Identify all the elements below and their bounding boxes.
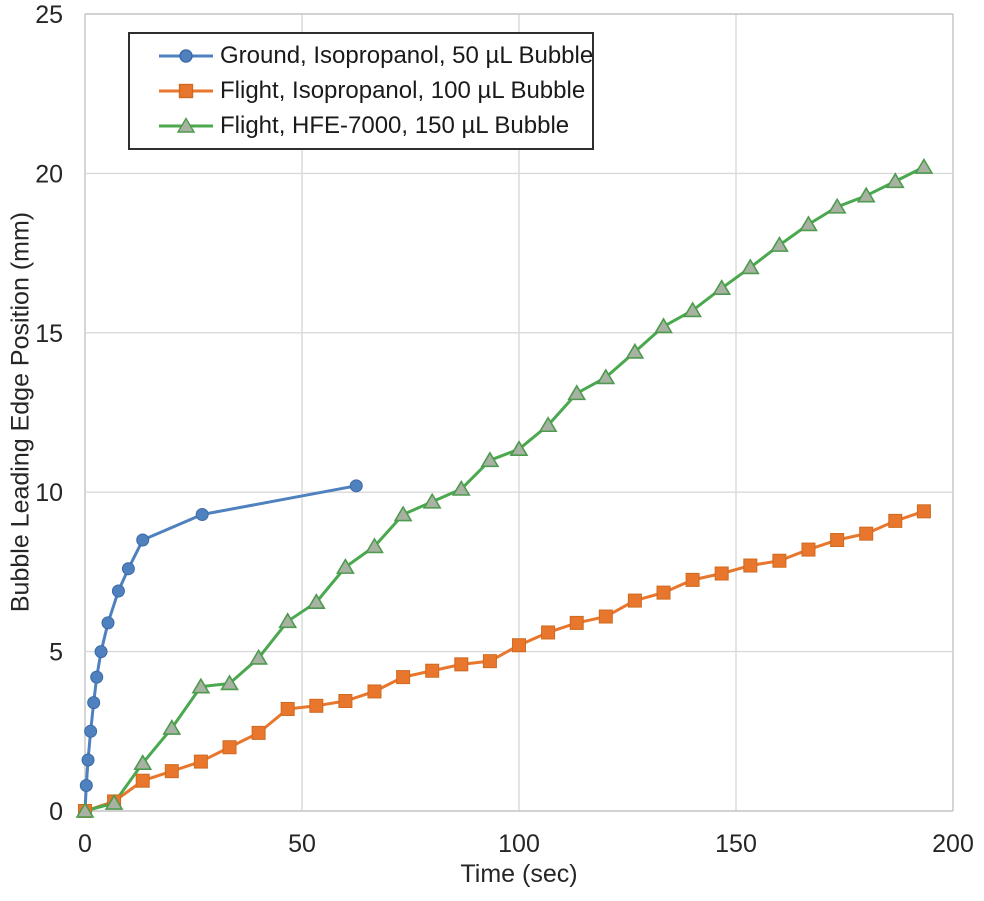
data-point-square bbox=[222, 740, 237, 755]
y-tick-label: 15 bbox=[35, 320, 63, 348]
data-point-triangle bbox=[567, 384, 587, 401]
data-point-triangle bbox=[365, 537, 384, 554]
data-point-triangle bbox=[104, 793, 124, 810]
data-point-circle bbox=[121, 562, 135, 576]
data-point-circle bbox=[84, 724, 98, 738]
data-point-circle bbox=[79, 778, 93, 792]
x-tick-label: 100 bbox=[498, 830, 540, 858]
data-point-triangle bbox=[799, 215, 818, 232]
data-point-circle bbox=[349, 479, 363, 493]
data-point-square bbox=[541, 625, 556, 640]
data-point-square bbox=[685, 572, 700, 587]
data-point-square bbox=[598, 609, 613, 624]
y-tick-label: 25 bbox=[35, 1, 63, 29]
data-point-circle bbox=[195, 508, 209, 522]
data-point-triangle bbox=[740, 258, 760, 275]
legend-label: Flight, HFE-7000, 150 µL Bubble bbox=[220, 111, 570, 139]
data-point-square bbox=[714, 566, 729, 581]
data-point-triangle bbox=[625, 342, 645, 359]
legend-circle-swatch-icon bbox=[159, 49, 213, 64]
data-point-square bbox=[280, 701, 295, 716]
legend-item: Ground, Isopropanol, 50 µL Bubble bbox=[158, 39, 594, 73]
data-point-circle bbox=[94, 645, 108, 659]
data-point-square bbox=[801, 542, 816, 557]
data-point-triangle bbox=[654, 317, 673, 334]
data-point-square bbox=[512, 638, 526, 653]
x-tick-label: 200 bbox=[932, 830, 974, 858]
data-point-triangle bbox=[335, 558, 355, 574]
x-tick-label: 50 bbox=[288, 830, 316, 858]
data-point-triangle bbox=[538, 416, 558, 433]
data-point-triangle bbox=[509, 440, 529, 456]
data-point-triangle bbox=[914, 157, 934, 174]
data-point-circle bbox=[81, 753, 95, 767]
data-point-triangle bbox=[162, 719, 182, 735]
y-axis-title: Bubble Leading Edge Position (mm) bbox=[6, 211, 35, 613]
data-point-square bbox=[338, 694, 353, 709]
data-point-triangle bbox=[596, 368, 616, 385]
legend-label: Ground, Isopropanol, 50 µL Bubble bbox=[220, 42, 594, 70]
data-point-square bbox=[454, 657, 469, 672]
x-axis-title: Time (sec) bbox=[460, 860, 578, 888]
legend-item: Flight, HFE-7000, 150 µL Bubble bbox=[158, 109, 592, 143]
data-point-triangle bbox=[480, 451, 500, 468]
y-tick-label: 10 bbox=[35, 479, 63, 507]
data-point-triangle bbox=[422, 492, 442, 509]
legend-square-swatch-icon bbox=[159, 83, 213, 99]
y-tick-label: 5 bbox=[49, 639, 63, 667]
data-point-square bbox=[482, 654, 497, 669]
data-point-square bbox=[569, 615, 584, 630]
series-line-0 bbox=[83, 484, 357, 812]
data-point-triangle bbox=[249, 648, 269, 665]
data-point-triangle bbox=[278, 612, 298, 629]
legend-label: Flight, Isopropanol, 100 µL Bubble bbox=[220, 76, 586, 104]
data-point-square bbox=[916, 504, 931, 519]
data-point-triangle bbox=[306, 593, 326, 609]
legend-triangle-swatch-icon bbox=[159, 116, 213, 133]
legend: Ground, Isopropanol, 50 µL Bubble Flight,… bbox=[128, 32, 594, 150]
data-point-triangle bbox=[75, 801, 95, 818]
data-point-square bbox=[164, 764, 179, 779]
data-point-square bbox=[627, 593, 642, 608]
data-point-square bbox=[656, 585, 671, 600]
y-tick-label: 20 bbox=[35, 160, 63, 188]
data-point-circle bbox=[136, 533, 150, 547]
data-point-circle bbox=[87, 696, 101, 710]
data-point-square bbox=[367, 684, 382, 699]
data-point-circle bbox=[111, 584, 125, 598]
x-tick-label: 0 bbox=[78, 830, 92, 858]
data-point-triangle bbox=[191, 677, 211, 694]
data-point-circle bbox=[90, 670, 104, 684]
data-point-triangle bbox=[856, 186, 876, 203]
data-point-square bbox=[251, 725, 266, 740]
legend-item: Flight, Isopropanol, 100 µL Bubble bbox=[158, 74, 592, 108]
data-point-square bbox=[135, 773, 150, 788]
data-point-square bbox=[772, 553, 787, 568]
data-point-triangle bbox=[683, 301, 703, 318]
series-line-2 bbox=[84, 165, 925, 813]
y-tick-label: 0 bbox=[49, 798, 63, 826]
series-line-1 bbox=[84, 509, 925, 813]
data-point-triangle bbox=[712, 279, 732, 295]
data-point-square bbox=[888, 513, 903, 528]
data-point-square bbox=[425, 663, 440, 678]
x-tick-label: 150 bbox=[715, 830, 757, 858]
data-point-triangle bbox=[220, 674, 239, 691]
data-point-square bbox=[743, 558, 758, 573]
data-point-triangle bbox=[769, 236, 789, 252]
data-point-triangle bbox=[451, 479, 471, 496]
data-point-square bbox=[396, 670, 411, 685]
data-point-square bbox=[830, 533, 845, 548]
data-point-triangle bbox=[133, 754, 153, 770]
data-point-square bbox=[309, 698, 324, 713]
data-point-square bbox=[193, 754, 208, 769]
data-point-triangle bbox=[885, 172, 905, 189]
data-point-triangle bbox=[393, 505, 413, 522]
data-point-circle bbox=[101, 616, 115, 630]
data-point-square bbox=[859, 526, 874, 541]
data-point-triangle bbox=[827, 197, 847, 214]
